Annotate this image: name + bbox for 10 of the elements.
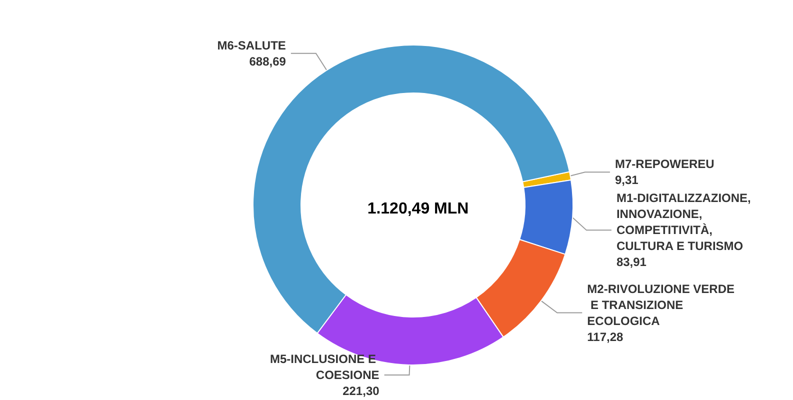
data-label: 83,91	[616, 255, 647, 270]
data-label: 117,28	[587, 330, 624, 344]
text: 1.120,49 MLN	[367, 200, 469, 218]
slice-label: M2-RIVOLUZIONE VERDE E TRANSIZIONE ECOLOGICA	[587, 282, 735, 328]
slice-label: M1-DIGITALIZZAZIONE, INNOVAZIONE, COMPETITIVITÀ, CULTURA E TURISMO	[616, 191, 754, 254]
data-label: 688,69	[249, 54, 286, 68]
data-label: 221,30	[342, 384, 380, 398]
data-label: 9,31	[614, 173, 639, 188]
slice-label: M7-REPOWEREU	[614, 157, 714, 172]
slice-label: M6-SALUTE	[217, 38, 286, 52]
